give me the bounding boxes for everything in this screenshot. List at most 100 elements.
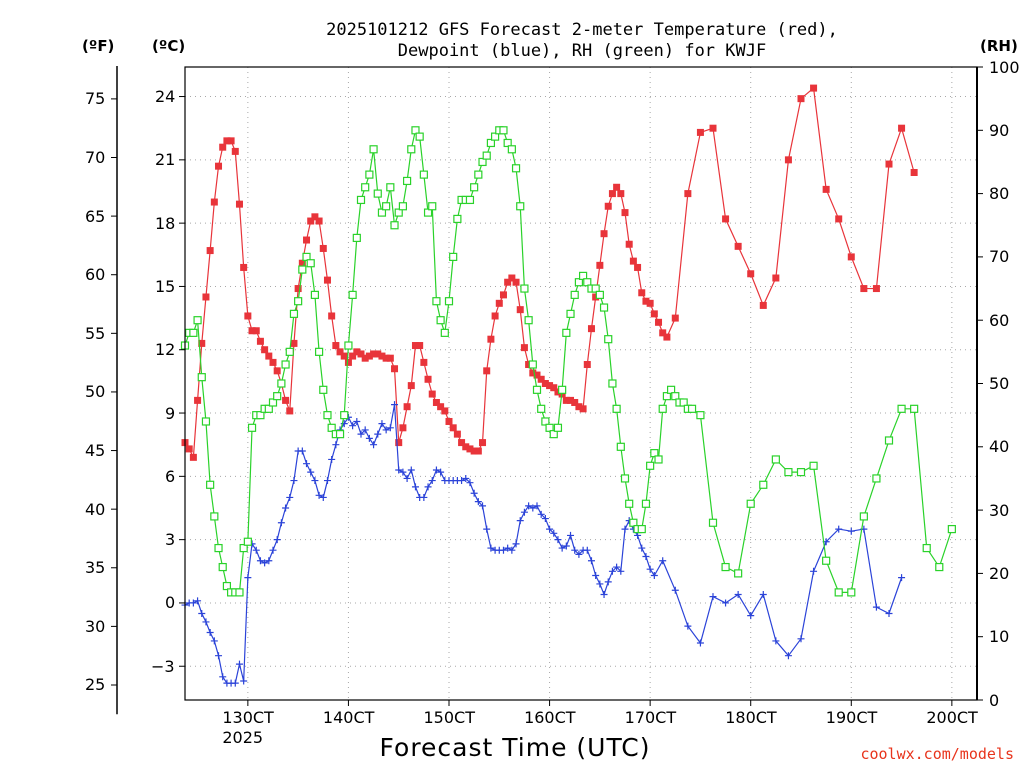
x-tick-label: 130CT <box>222 707 274 727</box>
temperature-point <box>378 352 386 360</box>
rh-tick-label: 20 <box>989 563 1010 583</box>
dewpoint-point <box>671 586 679 594</box>
temperature-point <box>340 352 348 360</box>
temperature-point <box>784 156 792 164</box>
relative-humidity-point <box>574 278 584 287</box>
fahrenheit-tick-label: 45 <box>85 441 106 461</box>
temperature-point <box>722 215 730 223</box>
dewpoint-point <box>575 550 583 558</box>
dewpoint-point <box>437 468 445 476</box>
rh-tick-label: 60 <box>989 310 1010 330</box>
relative-humidity-point <box>666 385 676 394</box>
dewpoint-point <box>835 525 843 533</box>
dewpoint-point <box>202 618 210 626</box>
temperature-point <box>357 350 365 358</box>
temperature-point <box>583 361 591 369</box>
relative-humidity-point <box>449 252 458 261</box>
temperature-point <box>395 439 403 447</box>
relative-humidity-point <box>273 392 282 401</box>
celsius-tick-label: 9 <box>165 403 176 423</box>
dewpoint-point <box>508 546 516 554</box>
relative-humidity-point <box>398 202 408 211</box>
relative-humidity-point <box>608 379 617 388</box>
temperature-point <box>747 270 755 278</box>
dewpoint-point <box>189 599 197 607</box>
temperature-point <box>244 312 252 320</box>
dewpoint-point <box>479 502 487 510</box>
temperature-point <box>332 342 340 350</box>
relative-humidity-point <box>625 499 634 508</box>
dewpoint-point <box>872 603 880 611</box>
relative-humidity-point <box>222 581 232 591</box>
temperature-point <box>533 371 541 379</box>
relative-humidity-point <box>935 562 944 572</box>
fahrenheit-tick-label: 55 <box>85 323 106 343</box>
temperature-point <box>462 443 470 451</box>
relative-humidity-point <box>650 449 659 458</box>
temperature-point <box>483 367 491 375</box>
dewpoint-point <box>210 637 218 645</box>
dewpoint-point <box>215 652 223 660</box>
celsius-tick-label: 3 <box>165 530 176 550</box>
temperature-point <box>261 346 269 354</box>
fahrenheit-tick-label: 25 <box>85 675 106 695</box>
dewpoint-point <box>361 426 369 434</box>
rh-tick-label: 30 <box>989 500 1010 520</box>
relative-humidity-point <box>444 297 454 306</box>
dewpoint-point <box>357 430 365 438</box>
relative-humidity-point <box>189 328 198 337</box>
temperature-point <box>470 447 478 455</box>
dewpoint-point <box>600 591 608 598</box>
x-tick-label: 200CT <box>926 707 978 727</box>
celsius-unit-label: (ºC) <box>152 37 186 55</box>
temperature-point <box>592 293 600 301</box>
temperature-point <box>650 310 658 318</box>
relative-humidity-point <box>570 290 579 299</box>
temperature-point <box>391 365 399 373</box>
temperature-point <box>520 344 528 352</box>
relative-humidity-point <box>323 411 332 420</box>
relative-humidity-point <box>595 290 604 299</box>
temperature-point <box>835 215 843 223</box>
rh-tick-label: 50 <box>989 374 1010 393</box>
temperature-point <box>499 291 507 299</box>
dewpoint-point <box>642 553 650 561</box>
relative-humidity-point <box>344 341 353 350</box>
dewpoint-point <box>328 455 336 463</box>
dewpoint-point <box>567 531 575 539</box>
relative-humidity-point <box>289 309 299 318</box>
relative-humidity-point <box>432 297 441 306</box>
x-tick-sublabel: 2025 <box>222 727 264 747</box>
dewpoint-point <box>583 546 591 554</box>
relative-humidity-point <box>294 297 303 306</box>
temperature-point <box>416 342 424 350</box>
relative-humidity-point <box>465 195 475 205</box>
relative-humidity-point <box>604 335 613 344</box>
temperature-point <box>655 318 663 326</box>
celsius-tick-label: 15 <box>155 276 176 296</box>
temperature-point <box>512 278 520 286</box>
fahrenheit-tick-label: 50 <box>85 382 106 402</box>
relative-humidity-point <box>302 252 311 261</box>
dewpoint-point <box>613 563 621 571</box>
relative-humidity-point <box>679 398 688 407</box>
temperature-point <box>629 257 637 265</box>
dewpoint-point <box>734 591 742 598</box>
relative-humidity-point <box>407 145 416 154</box>
temperature-point <box>290 339 298 347</box>
temperature-point <box>613 183 621 191</box>
relative-humidity-point <box>532 385 542 394</box>
temperature-point <box>495 299 503 307</box>
dewpoint-point <box>541 515 549 523</box>
relative-humidity-point <box>872 474 881 483</box>
relative-humidity-point <box>256 411 265 420</box>
dewpoint-point <box>399 468 407 476</box>
temperature-point <box>269 358 277 366</box>
relative-humidity-point <box>537 404 546 413</box>
relative-humidity-point <box>298 265 307 274</box>
dewpoint-point <box>198 609 206 617</box>
relative-humidity-point <box>721 562 730 572</box>
temperature-point <box>382 354 390 362</box>
relative-humidity-point <box>545 423 554 432</box>
